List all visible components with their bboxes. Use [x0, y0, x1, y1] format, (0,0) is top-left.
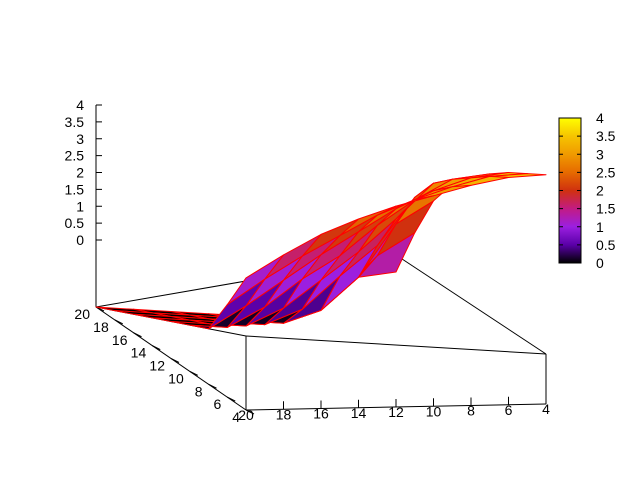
x-tick-label-7: 18	[276, 406, 292, 422]
colorbar-tick-label-4: 2	[596, 183, 604, 199]
y-tick-mark-1	[227, 396, 236, 402]
x-tick-label-0: 4	[542, 401, 550, 417]
y-tick-label-5: 14	[131, 345, 147, 361]
y-tick-mark-2	[208, 383, 217, 389]
colorbar-tick-label-2: 1	[596, 219, 604, 235]
colorbar-ticks: 0 0.5 1 1.5 2 2.5 3 3.5 4	[559, 110, 616, 271]
y-tick-label-7: 18	[93, 319, 109, 335]
z-tick-label-6: 3	[76, 131, 84, 147]
z-tick-label-1: 0.5	[65, 215, 85, 231]
x-tick-label-8: 20	[238, 407, 254, 423]
y-tick-label-3: 10	[168, 370, 184, 386]
y-tick-label-4: 12	[149, 358, 165, 374]
z-tick-label-5: 2.5	[65, 148, 85, 164]
box-edge-back-right-base	[395, 254, 547, 355]
colorbar-tick-label-0: 0	[596, 255, 604, 271]
z-tick-label-8: 4	[76, 97, 84, 113]
x-tick-label-6: 16	[313, 406, 329, 422]
x-tick-label-1: 6	[505, 402, 513, 418]
colorbar-tick-label-6: 3	[596, 146, 604, 162]
box-edge-right-base	[245, 335, 547, 355]
y-tick-mark-3	[189, 370, 198, 376]
colorbar-tick-label-5: 2.5	[596, 164, 616, 180]
z-tick-label-4: 2	[76, 165, 84, 181]
z-tick-label-0: 0	[76, 232, 84, 248]
z-tick-label-2: 1	[76, 198, 84, 214]
x-tick-label-3: 10	[426, 403, 442, 419]
z-axis-ticks: 00.511.522.533.54	[65, 97, 102, 248]
colorbar: 0 0.5 1 1.5 2 2.5 3 3.5 4	[558, 110, 616, 271]
y-tick-mark-7	[114, 319, 123, 325]
y-tick-label-1: 6	[213, 396, 221, 412]
colorbar-tick-label-7: 3.5	[596, 128, 616, 144]
y-tick-label-2: 8	[195, 383, 203, 399]
x-axis-ticks: 4 6 8 10 12 14 16 18 20	[238, 396, 550, 423]
colorbar-tick-label-1: 0.5	[596, 237, 616, 253]
x-tick-label-4: 12	[388, 404, 404, 420]
x-tick-label-5: 14	[351, 405, 367, 421]
colorbar-tick-label-3: 1.5	[596, 201, 616, 217]
x-tick-label-2: 8	[467, 403, 475, 419]
y-tick-mark-0	[245, 409, 255, 415]
z-tick-label-7: 3.5	[65, 114, 85, 130]
y-tick-label-0: 4	[232, 409, 240, 425]
colorbar-tick-label-8: 4	[596, 110, 604, 126]
surface-mesh	[95, 172, 547, 330]
y-tick-mark-4	[170, 358, 180, 363]
z-tick-label-3: 1.5	[65, 181, 85, 197]
y-tick-mark-5	[152, 345, 161, 351]
y-tick-label-8: 20	[74, 306, 90, 322]
surface-cell-7-7	[226, 254, 284, 306]
y-tick-mark-6	[133, 332, 142, 338]
y-tick-label-6: 16	[112, 332, 128, 348]
